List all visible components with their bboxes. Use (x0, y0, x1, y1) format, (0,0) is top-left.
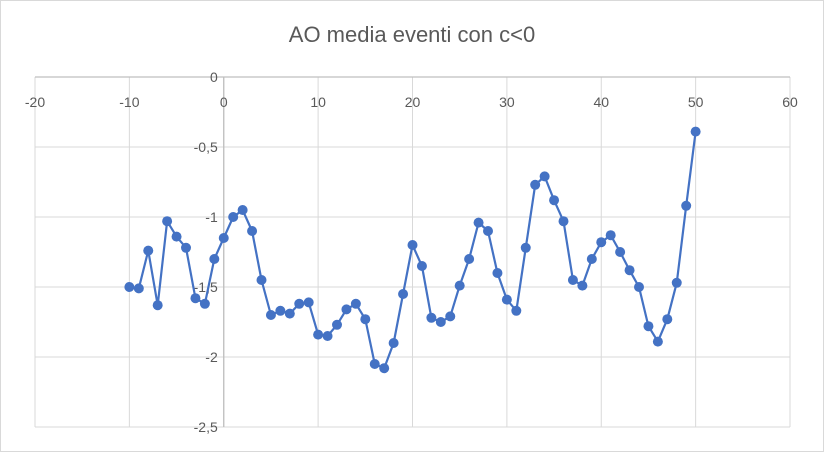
data-point (435, 317, 446, 327)
data-point (501, 294, 512, 305)
x-tick-label: 0 (220, 94, 228, 110)
data-point (133, 283, 144, 294)
chart-title: AO media eventi con c<0 (288, 22, 536, 47)
data-point (313, 329, 324, 340)
data-point (237, 205, 248, 215)
data-point (294, 298, 305, 309)
data-point (152, 300, 163, 311)
data-point (483, 226, 493, 236)
data-point (350, 298, 361, 309)
data-point (284, 308, 295, 319)
data-point (256, 275, 267, 285)
x-tick-label: -10 (119, 94, 139, 110)
data-point (332, 319, 342, 330)
data-point (567, 275, 578, 285)
data-point (416, 261, 427, 271)
data-point (615, 247, 626, 257)
data-point (445, 311, 456, 322)
data-point (190, 293, 201, 304)
data-point (209, 254, 220, 264)
data-point (322, 331, 333, 341)
data-point (124, 282, 135, 292)
data-point (247, 226, 258, 236)
data-point (596, 237, 607, 248)
x-tick-label: 30 (499, 94, 515, 110)
data-point (379, 363, 390, 374)
data-point (577, 280, 588, 291)
data-point (454, 280, 465, 291)
data-point (690, 126, 701, 137)
data-point (558, 216, 569, 227)
data-point (605, 230, 616, 241)
data-point (652, 336, 663, 347)
y-tick-label: -2 (205, 349, 218, 365)
data-point (218, 233, 229, 243)
y-tick-label: -2,5 (194, 419, 218, 435)
data-point (162, 216, 173, 227)
x-tick-label: 50 (688, 94, 704, 110)
y-tick-label: -1 (205, 209, 218, 225)
y-tick-label: -1,5 (194, 279, 218, 295)
data-point (464, 254, 475, 264)
data-point (426, 312, 437, 323)
data-point (530, 179, 541, 190)
x-tick-label: 60 (782, 94, 798, 110)
x-tick-label: -20 (25, 94, 45, 110)
data-point (511, 305, 522, 316)
data-point (407, 240, 418, 250)
data-point (275, 305, 286, 316)
data-point (549, 195, 560, 206)
data-point (492, 268, 503, 278)
data-point (681, 200, 692, 211)
data-point (624, 265, 635, 276)
data-point (303, 297, 314, 308)
data-point (199, 298, 210, 309)
data-point (143, 245, 154, 256)
data-point (388, 338, 399, 348)
data-point (398, 289, 409, 299)
data-point (360, 314, 371, 325)
data-point (662, 314, 673, 325)
data-point (171, 231, 182, 242)
x-tick-label: 10 (310, 94, 326, 110)
data-point (539, 171, 550, 182)
data-point (473, 217, 484, 228)
data-point (671, 277, 682, 288)
data-point (634, 282, 644, 292)
x-tick-label: 20 (405, 94, 421, 110)
y-tick-label: 0 (210, 69, 218, 85)
data-point (181, 242, 191, 253)
data-point (341, 304, 352, 315)
x-tick-label: 40 (593, 94, 609, 110)
data-point (643, 321, 654, 332)
y-tick-label: -0,5 (194, 139, 218, 155)
data-point (520, 242, 531, 253)
data-point (586, 254, 597, 264)
data-point (228, 212, 239, 222)
data-point (265, 310, 276, 320)
data-point (369, 359, 380, 369)
